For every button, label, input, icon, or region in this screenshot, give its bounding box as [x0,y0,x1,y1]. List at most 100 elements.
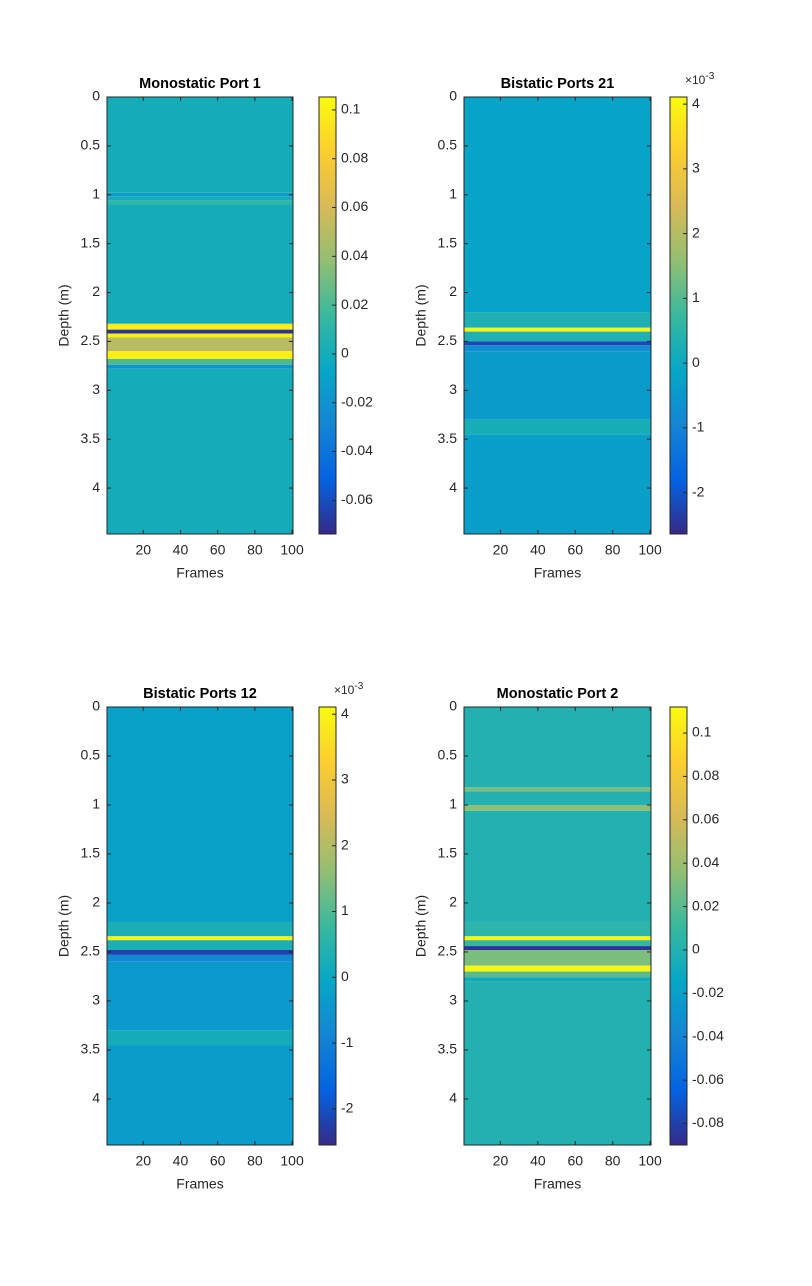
colorbar-multiplier: ×10-3 [334,681,364,698]
x-tick-label: 40 [173,542,189,558]
colorbar-tick-label: -0.02 [341,393,373,409]
colorbar-tick-label: 0.04 [341,247,368,263]
y-tick-label: 3 [92,381,100,397]
x-tick-label: 20 [493,542,509,558]
colorbar-tick-label: 3 [692,160,700,176]
heat-band [464,327,651,332]
colorbar-tick-label: -2 [341,1100,354,1116]
colorbar-multiplier: ×10-3 [685,71,715,88]
heat-band [464,707,651,788]
x-tick-label: 80 [605,1153,621,1169]
y-tick-label: 0 [92,698,100,714]
multiplier-base: ×10 [334,683,355,697]
heat-band [107,1045,293,1145]
heat-band [107,368,293,534]
y-axis-label: Depth (m) [56,895,72,957]
y-tick-label: 2 [449,283,457,299]
colorbar-tick-label: 0.1 [692,724,712,740]
y-tick-label: 1 [449,185,457,201]
colorbar-tick-label: -0.08 [692,1114,724,1130]
colorbar-tick-label: -0.04 [341,442,373,458]
y-tick-label: 1.5 [438,234,458,250]
heat-band [107,954,293,962]
axes-box [463,706,652,1146]
y-axis-label: Depth (m) [413,895,429,957]
y-tick-label: 2.5 [438,943,458,959]
x-axis-label: Frames [176,565,223,581]
heat-band [107,707,293,923]
heat-band [107,200,293,205]
colorbar-tick-label: 0.1 [341,101,361,117]
heat-band [464,922,651,937]
heat-band [464,981,651,1145]
x-tick-label: 60 [210,1153,226,1169]
heat-band [464,977,651,982]
multiplier-exponent: -3 [705,71,714,82]
x-tick-label: 100 [638,542,662,558]
colorbar-tick-label: 0.08 [341,149,368,165]
chart-title: Monostatic Port 2 [497,686,619,702]
y-axis-label: Depth (m) [413,284,429,346]
x-tick-label: 40 [530,1153,546,1169]
heat-band [464,965,651,972]
colorbar-tick-label: 4 [341,705,349,721]
y-tick-label: 3 [92,992,100,1008]
y-tick-label: 4 [92,479,100,495]
chart-title: Bistatic Ports 12 [143,686,257,702]
y-tick-label: 1.5 [81,234,101,250]
y-tick-label: 2 [92,894,100,910]
heat-band [107,1030,293,1046]
axes-box [463,96,652,535]
x-tick-label: 40 [530,542,546,558]
x-tick-label: 60 [567,1153,583,1169]
axes-box [106,706,294,1146]
colorbar-tick-label: 0.06 [341,198,368,214]
x-axis-label: Frames [176,1176,223,1192]
heat-band [464,810,651,923]
multiplier-base: ×10 [685,73,706,87]
y-tick-label: 0.5 [438,747,458,763]
y-tick-label: 2.5 [81,943,101,959]
colorbar-tick-label: -1 [341,1034,354,1050]
y-tick-label: 4 [92,1090,100,1106]
heat-band [464,791,651,805]
heat-band [107,204,293,324]
y-tick-label: 2 [92,283,100,299]
heat-band [464,434,651,534]
colorbar-tick-label: 2 [692,224,700,240]
heat-band [464,804,651,811]
x-tick-label: 20 [135,542,151,558]
colorbar-tick-label: 1 [341,902,349,918]
heat-band [107,940,293,951]
x-tick-label: 40 [173,1153,189,1169]
x-tick-label: 60 [567,542,583,558]
colorbar [318,96,337,535]
y-tick-label: 0 [449,88,457,104]
x-tick-label: 80 [247,542,263,558]
heat-band [464,345,651,352]
x-tick-label: 20 [135,1153,151,1169]
heat-band [107,329,293,334]
chart-title: Monostatic Port 1 [139,76,261,92]
colorbar-tick-label: -0.06 [692,1071,724,1087]
y-tick-label: 1 [449,796,457,812]
heat-band [107,351,293,360]
colorbar-tick-label: 0 [692,941,700,957]
heat-band [107,337,293,352]
colorbar-tick-label: 1 [692,289,700,305]
multiplier-exponent: -3 [354,681,363,692]
colorbar [318,706,337,1146]
y-tick-label: 3.5 [438,1041,458,1057]
y-axis-label: Depth (m) [56,284,72,346]
colorbar-tick-label: 0.06 [692,811,719,827]
heat-band [464,971,651,978]
x-tick-label: 80 [605,542,621,558]
colorbar-tick-label: 0.08 [692,767,719,783]
heat-band [107,333,293,338]
colorbar [669,706,688,1146]
y-tick-label: 1.5 [81,845,101,861]
y-tick-label: 0.5 [81,747,101,763]
heat-band [107,359,293,365]
heat-band [107,323,293,330]
